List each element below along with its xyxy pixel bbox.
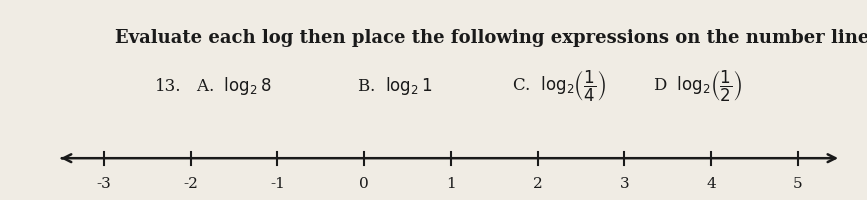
Text: C.  $\log_2\!\left(\dfrac{1}{4}\right)$: C. $\log_2\!\left(\dfrac{1}{4}\right)$ (512, 68, 605, 103)
Text: -1: -1 (270, 177, 285, 191)
Text: 13.: 13. (155, 77, 182, 94)
Text: A.  $\log_2 8$: A. $\log_2 8$ (196, 75, 271, 97)
Text: Evaluate each log then place the following expressions on the number line.: Evaluate each log then place the followi… (115, 29, 867, 47)
Text: -3: -3 (96, 177, 112, 191)
Text: 0: 0 (359, 177, 369, 191)
Text: D  $\log_2\!\left(\dfrac{1}{2}\right)$: D $\log_2\!\left(\dfrac{1}{2}\right)$ (653, 68, 742, 103)
Text: 5: 5 (792, 177, 803, 191)
Text: 2: 2 (532, 177, 543, 191)
Text: 1: 1 (446, 177, 456, 191)
Text: -2: -2 (183, 177, 199, 191)
Text: 4: 4 (706, 177, 716, 191)
Text: B.  $\log_2 1$: B. $\log_2 1$ (357, 75, 433, 97)
Text: 3: 3 (619, 177, 629, 191)
